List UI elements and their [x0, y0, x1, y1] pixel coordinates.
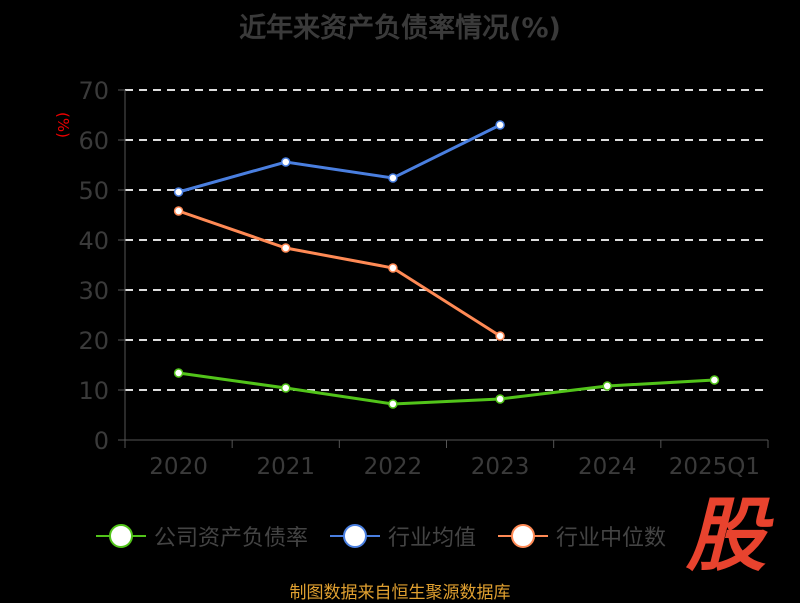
data-point [495, 120, 505, 130]
x-tick-label: 2025Q1 [669, 454, 760, 480]
data-point [388, 399, 398, 409]
legend-marker-icon [96, 524, 146, 548]
legend-marker-icon [330, 524, 381, 548]
data-point [495, 331, 505, 341]
x-tick-label: 2020 [149, 454, 208, 480]
legend-item[interactable]: 行业中位数 [498, 520, 666, 552]
x-tick-label: 2021 [256, 454, 315, 480]
y-tick-label: 60 [78, 127, 109, 155]
data-point [173, 187, 184, 197]
data-point [709, 375, 720, 385]
chart-title: 近年来资产负债率情况(%) [239, 13, 561, 44]
data-point [173, 206, 184, 216]
data-point [281, 383, 291, 393]
series-line-0 [178, 371, 715, 406]
legend-label: 公司资产负债率 [154, 526, 309, 551]
series-line-1 [178, 123, 501, 194]
legend-label: 行业中位数 [556, 526, 667, 551]
data-point [602, 381, 612, 391]
data-point [388, 173, 398, 183]
legend-item[interactable]: 公司资产负债率 [96, 520, 308, 552]
y-tick-label: 70 [78, 77, 109, 105]
legend: 公司资产负债率 行业均值 行业中位数 [96, 520, 666, 552]
y-tick-label: 20 [78, 327, 109, 355]
data-point [173, 368, 184, 378]
y-tick-label: 0 [94, 427, 109, 455]
data-point [281, 243, 291, 253]
data-point [388, 263, 398, 273]
y-tick-label: 50 [78, 177, 109, 205]
y-tick-label: 40 [78, 227, 109, 255]
data-point [281, 157, 291, 167]
logo: 股 [686, 489, 766, 582]
y-tick-label: 30 [78, 277, 109, 305]
x-tick-label: 2024 [578, 454, 637, 480]
x-tick-label: 2022 [364, 454, 423, 480]
data-point [495, 394, 505, 404]
legend-item[interactable]: 行业均值 [330, 520, 476, 552]
y-tick-label: 10 [78, 377, 109, 405]
series-line-2 [178, 209, 501, 338]
legend-label: 行业均值 [388, 526, 477, 551]
legend-marker-icon [498, 524, 549, 548]
x-tick-label: 2023 [471, 454, 530, 480]
footer-source: 制图数据来自恒生聚源数据库 [289, 583, 511, 603]
